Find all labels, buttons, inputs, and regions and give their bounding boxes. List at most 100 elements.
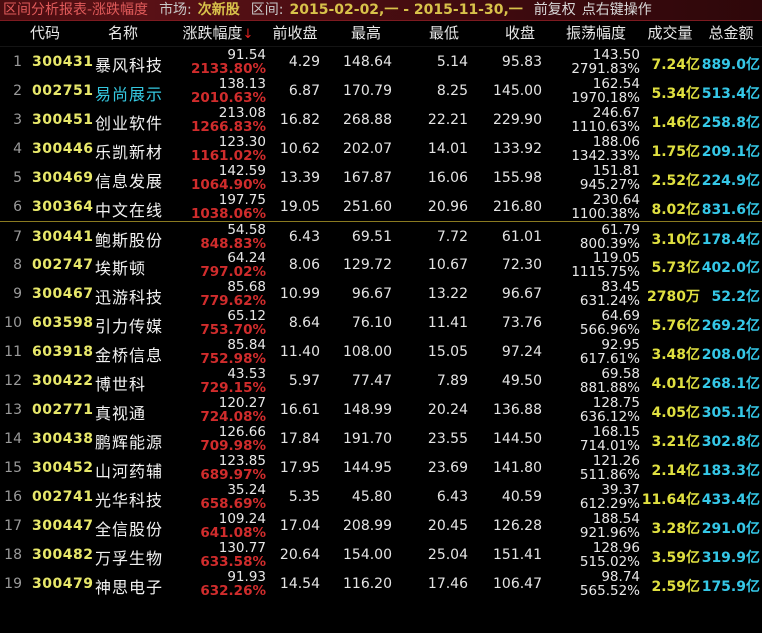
prev-close: 10.62 (279, 141, 320, 157)
stock-name[interactable]: 鹏辉能源 (95, 433, 164, 452)
row-index: 9 (13, 286, 22, 302)
table-row[interactable]: 12 300422 博世科 43.53 729.15% 5.97 77.47 7.89 49.5… (0, 366, 762, 395)
stock-name[interactable]: 埃斯顿 (95, 259, 147, 278)
close-price: 151.41 (493, 547, 542, 563)
table-row[interactable]: 7 300441 鲍斯股份 54.58 848.83% 6.43 69.51 7.72 61.0… (0, 221, 762, 251)
prev-close: 16.82 (279, 112, 320, 128)
stock-name[interactable]: 金桥信息 (95, 346, 164, 365)
amount-value: 433.4亿 (701, 492, 760, 508)
stock-name[interactable]: 信息发展 (95, 172, 164, 191)
table-row[interactable]: 10 603598 引力传媒 65.12 753.70% 8.64 76.10 11.41 73… (0, 308, 762, 337)
stock-name[interactable]: 易尚展示 (95, 85, 164, 104)
stock-code: 300467 (32, 286, 94, 302)
table-row[interactable]: 18 300482 万孚生物 130.77 633.58% 20.64 154.00 25.0… (0, 540, 762, 569)
adjust-mode-label[interactable]: 前复权 (533, 2, 576, 18)
stock-code: 300422 (32, 373, 94, 389)
table-row[interactable]: 19 300479 神思电子 91.93 632.26% 14.54 116.20 17.46… (0, 569, 762, 598)
low-price: 23.55 (427, 431, 468, 447)
change-percent: 724.08% (200, 409, 266, 425)
stock-name[interactable]: 乐凯新材 (95, 143, 164, 162)
change-cell: 65.12 753.70% (172, 309, 266, 337)
range-label: 区间: (250, 2, 284, 18)
table-row[interactable]: 8 002747 埃斯顿 64.24 797.02% 8.06 129.72 10.67 72.… (0, 250, 762, 279)
change-percent: 779.62% (200, 293, 266, 309)
amount-value: 52.2亿 (711, 289, 760, 305)
table-row[interactable]: 11 603918 金桥信息 85.84 752.98% 11.40 108.00 15.05… (0, 337, 762, 366)
change-absolute: 85.68 (227, 279, 266, 295)
stock-name[interactable]: 万孚生物 (95, 549, 164, 568)
amplitude-absolute: 69.58 (601, 366, 640, 382)
stock-name[interactable]: 山河药辅 (95, 462, 164, 481)
change-percent: 641.08% (200, 525, 266, 541)
close-price: 141.80 (493, 460, 542, 476)
stock-name[interactable]: 创业软件 (95, 114, 164, 133)
column-header-amp[interactable]: 振荡幅度 (565, 24, 626, 42)
table-row[interactable]: 9 300467 迅游科技 85.68 779.62% 10.99 96.67 13.22 96… (0, 279, 762, 308)
column-header-low[interactable]: 最低 (428, 24, 459, 42)
change-absolute: 138.13 (218, 76, 266, 92)
table-row[interactable]: 17 300447 全信股份 109.24 641.08% 17.04 208.99 20.4… (0, 511, 762, 540)
high-price: 268.88 (343, 112, 392, 128)
range-value[interactable]: 2015-02-02,一 - 2015-11-30,一 (289, 2, 523, 18)
amplitude-percent: 945.27% (579, 177, 640, 193)
table-row[interactable]: 1 300431 暴风科技 91.54 2133.80% 4.29 148.64 5.14 95… (0, 47, 762, 76)
table-row[interactable]: 5 300469 信息发展 142.59 1064.90% 13.39 167.87 16.0… (0, 163, 762, 192)
table-row[interactable]: 6 300364 中文在线 197.75 1038.06% 19.05 251.60 20.9… (0, 192, 762, 221)
high-price: 96.67 (351, 286, 392, 302)
column-header-amount[interactable]: 总金额 (708, 24, 754, 42)
column-header-name[interactable]: 名称 (107, 24, 138, 42)
stock-name[interactable]: 引力传媒 (95, 317, 164, 336)
prev-close: 10.99 (279, 286, 320, 302)
stock-name[interactable]: 中文在线 (95, 201, 164, 220)
table-row[interactable]: 4 300446 乐凯新材 123.30 1161.02% 10.62 202.07 14.0… (0, 134, 762, 163)
row-index: 8 (13, 257, 22, 273)
stock-name[interactable]: 光华科技 (95, 491, 164, 510)
stock-code: 603918 (32, 344, 94, 360)
stock-name[interactable]: 暴风科技 (95, 56, 164, 75)
amplitude-cell: 83.45 631.24% (548, 280, 640, 308)
column-header-volume[interactable]: 成交量 (647, 24, 693, 42)
stock-name[interactable]: 迅游科技 (95, 288, 164, 307)
amount-value: 831.6亿 (701, 202, 760, 218)
row-index: 17 (4, 518, 22, 534)
close-price: 229.90 (493, 112, 542, 128)
close-price: 216.80 (493, 199, 542, 215)
stock-name[interactable]: 鲍斯股份 (95, 231, 164, 250)
column-header-change[interactable]: 涨跌幅度↓ (170, 24, 266, 44)
table-row[interactable]: 3 300451 创业软件 213.08 1266.83% 16.82 268.88 22.2… (0, 105, 762, 134)
volume-value: 3.21亿 (651, 434, 700, 450)
table-row[interactable]: 14 300438 鹏辉能源 126.66 709.98% 17.84 191.70 23.5… (0, 424, 762, 453)
stock-name[interactable]: 神思电子 (95, 578, 164, 597)
row-index: 15 (4, 460, 22, 476)
close-price: 40.59 (501, 489, 542, 505)
stock-name[interactable]: 博世科 (95, 375, 147, 394)
stock-name[interactable]: 真视通 (95, 404, 147, 423)
amount-value: 402.0亿 (701, 260, 760, 276)
amplitude-percent: 565.52% (579, 583, 640, 599)
change-absolute: 54.58 (227, 222, 266, 238)
amplitude-absolute: 128.96 (592, 540, 640, 556)
table-row[interactable]: 15 300452 山河药辅 123.85 689.97% 17.95 144.95 23.6… (0, 453, 762, 482)
column-header-high[interactable]: 最高 (350, 24, 381, 42)
market-value[interactable]: 次新股 (197, 2, 240, 18)
table-row[interactable]: 13 002771 真视通 120.27 724.08% 16.61 148.99 20.24… (0, 395, 762, 424)
table-row[interactable]: 2 002751 易尚展示 138.13 2010.63% 6.87 170.79 8.25 1… (0, 76, 762, 105)
high-price: 154.00 (343, 547, 392, 563)
change-absolute: 126.66 (218, 424, 266, 440)
report-table-body: 1 300431 暴风科技 91.54 2133.80% 4.29 148.64 5.14 95… (0, 47, 762, 598)
change-absolute: 123.30 (218, 134, 266, 150)
stock-code: 300452 (32, 460, 94, 476)
low-price: 20.45 (427, 518, 468, 534)
sort-desc-icon[interactable]: ↓ (242, 27, 254, 42)
column-header-close[interactable]: 收盘 (504, 24, 535, 42)
amplitude-absolute: 162.54 (592, 76, 640, 92)
amplitude-cell: 168.15 714.01% (548, 425, 640, 453)
high-price: 108.00 (343, 344, 392, 360)
stock-name[interactable]: 全信股份 (95, 520, 164, 539)
table-row[interactable]: 16 002741 光华科技 35.24 658.69% 5.35 45.80 6.43 40.… (0, 482, 762, 511)
amplitude-cell: 162.54 1970.18% (548, 77, 640, 105)
column-header-code[interactable]: 代码 (29, 24, 60, 42)
low-price: 17.46 (427, 576, 468, 592)
column-header-prev[interactable]: 前收盘 (272, 24, 318, 42)
row-index: 3 (13, 112, 22, 128)
